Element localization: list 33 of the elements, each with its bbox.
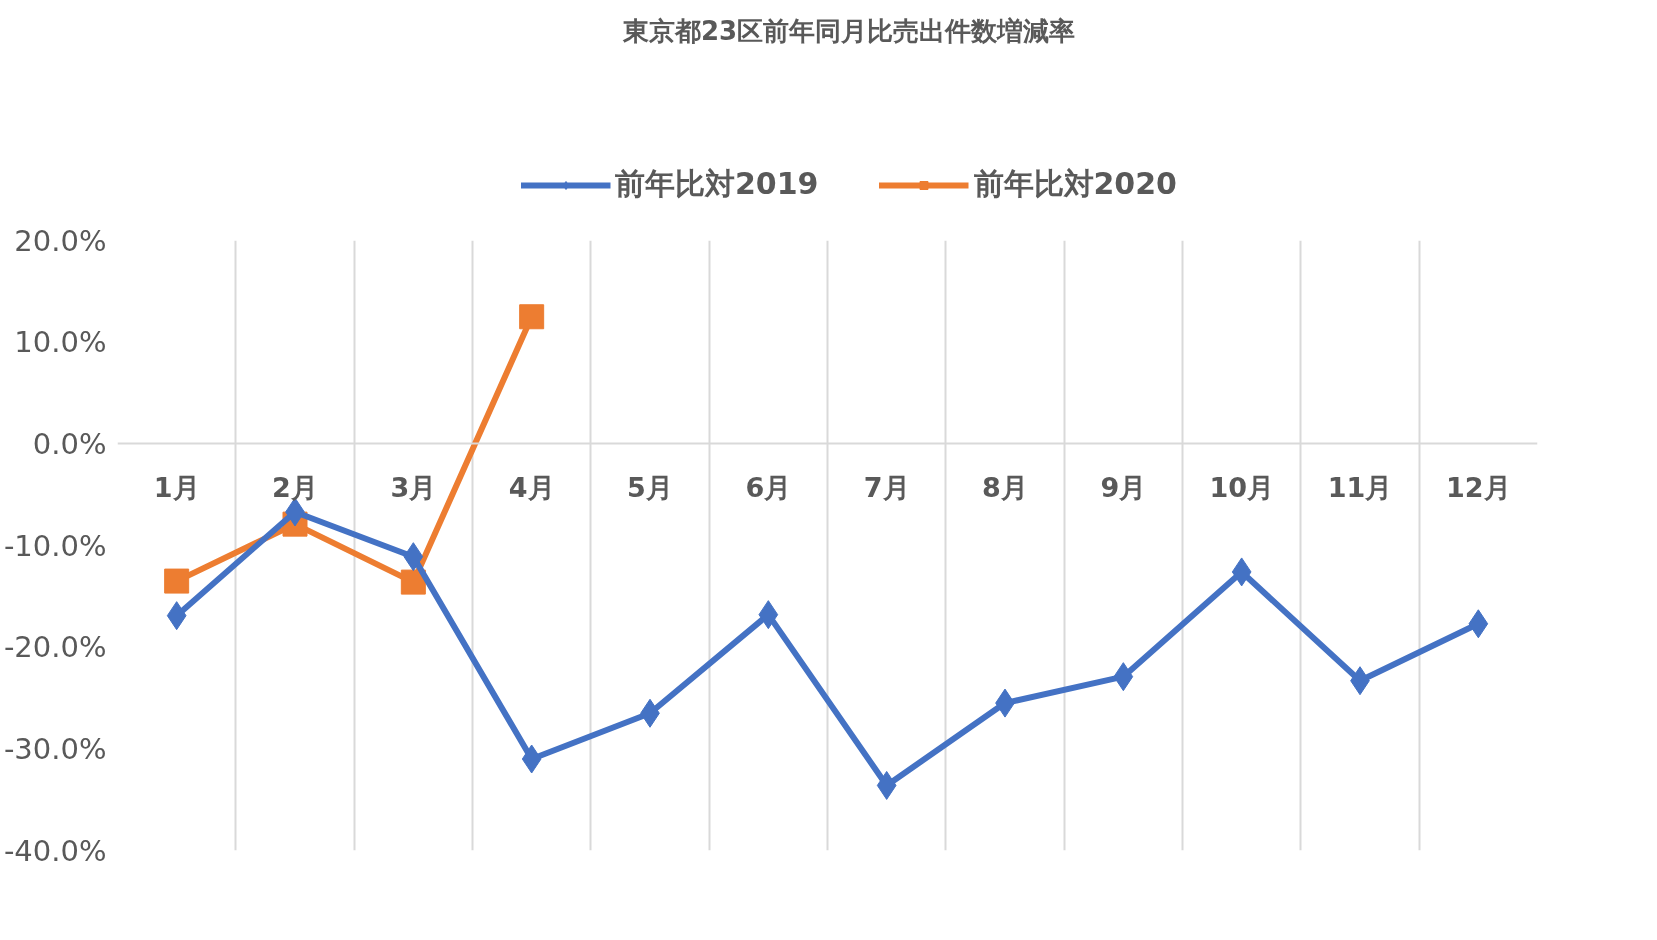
x-tick-label: 8月 (982, 471, 1028, 503)
y-tick-label: 10.0% (14, 325, 107, 360)
y-tick-label: -40.0% (3, 833, 107, 868)
y-tick-label: -10.0% (3, 528, 107, 563)
point (1113, 662, 1134, 692)
y-tick-label: -20.0% (3, 630, 107, 665)
x-tick-label: 2月 (272, 471, 318, 503)
y-tick-label: -30.0% (3, 731, 107, 766)
x-tick-label: 12月 (1446, 471, 1511, 503)
point (876, 770, 897, 800)
x-tick-label: 9月 (1100, 471, 1147, 503)
chart-title: 東京都23区前年同月比売出件数増減率 (621, 15, 1076, 46)
point (758, 600, 779, 630)
x-tick-label: 6月 (745, 471, 792, 503)
point (1231, 557, 1252, 587)
point (519, 304, 545, 330)
y-tick-label: 0.0% (32, 426, 107, 461)
x-tick-label: 5月 (627, 471, 673, 503)
point (1468, 609, 1489, 639)
point (164, 568, 190, 594)
point (521, 744, 542, 774)
point (400, 569, 426, 595)
x-tick-label: 4月 (508, 471, 555, 503)
legend-label: 前年比対2020 (973, 165, 1177, 203)
x-tick-label: 10月 (1209, 471, 1274, 503)
legend-label: 前年比対2019 (615, 165, 819, 203)
y-tick-label: 20.0% (14, 223, 107, 258)
x-tick-label: 1月 (153, 471, 200, 503)
x-tick-label: 11月 (1327, 471, 1393, 503)
x-tick-label: 7月 (863, 471, 910, 503)
point (166, 601, 187, 631)
x-tick-label: 3月 (390, 471, 437, 503)
point (403, 542, 424, 572)
